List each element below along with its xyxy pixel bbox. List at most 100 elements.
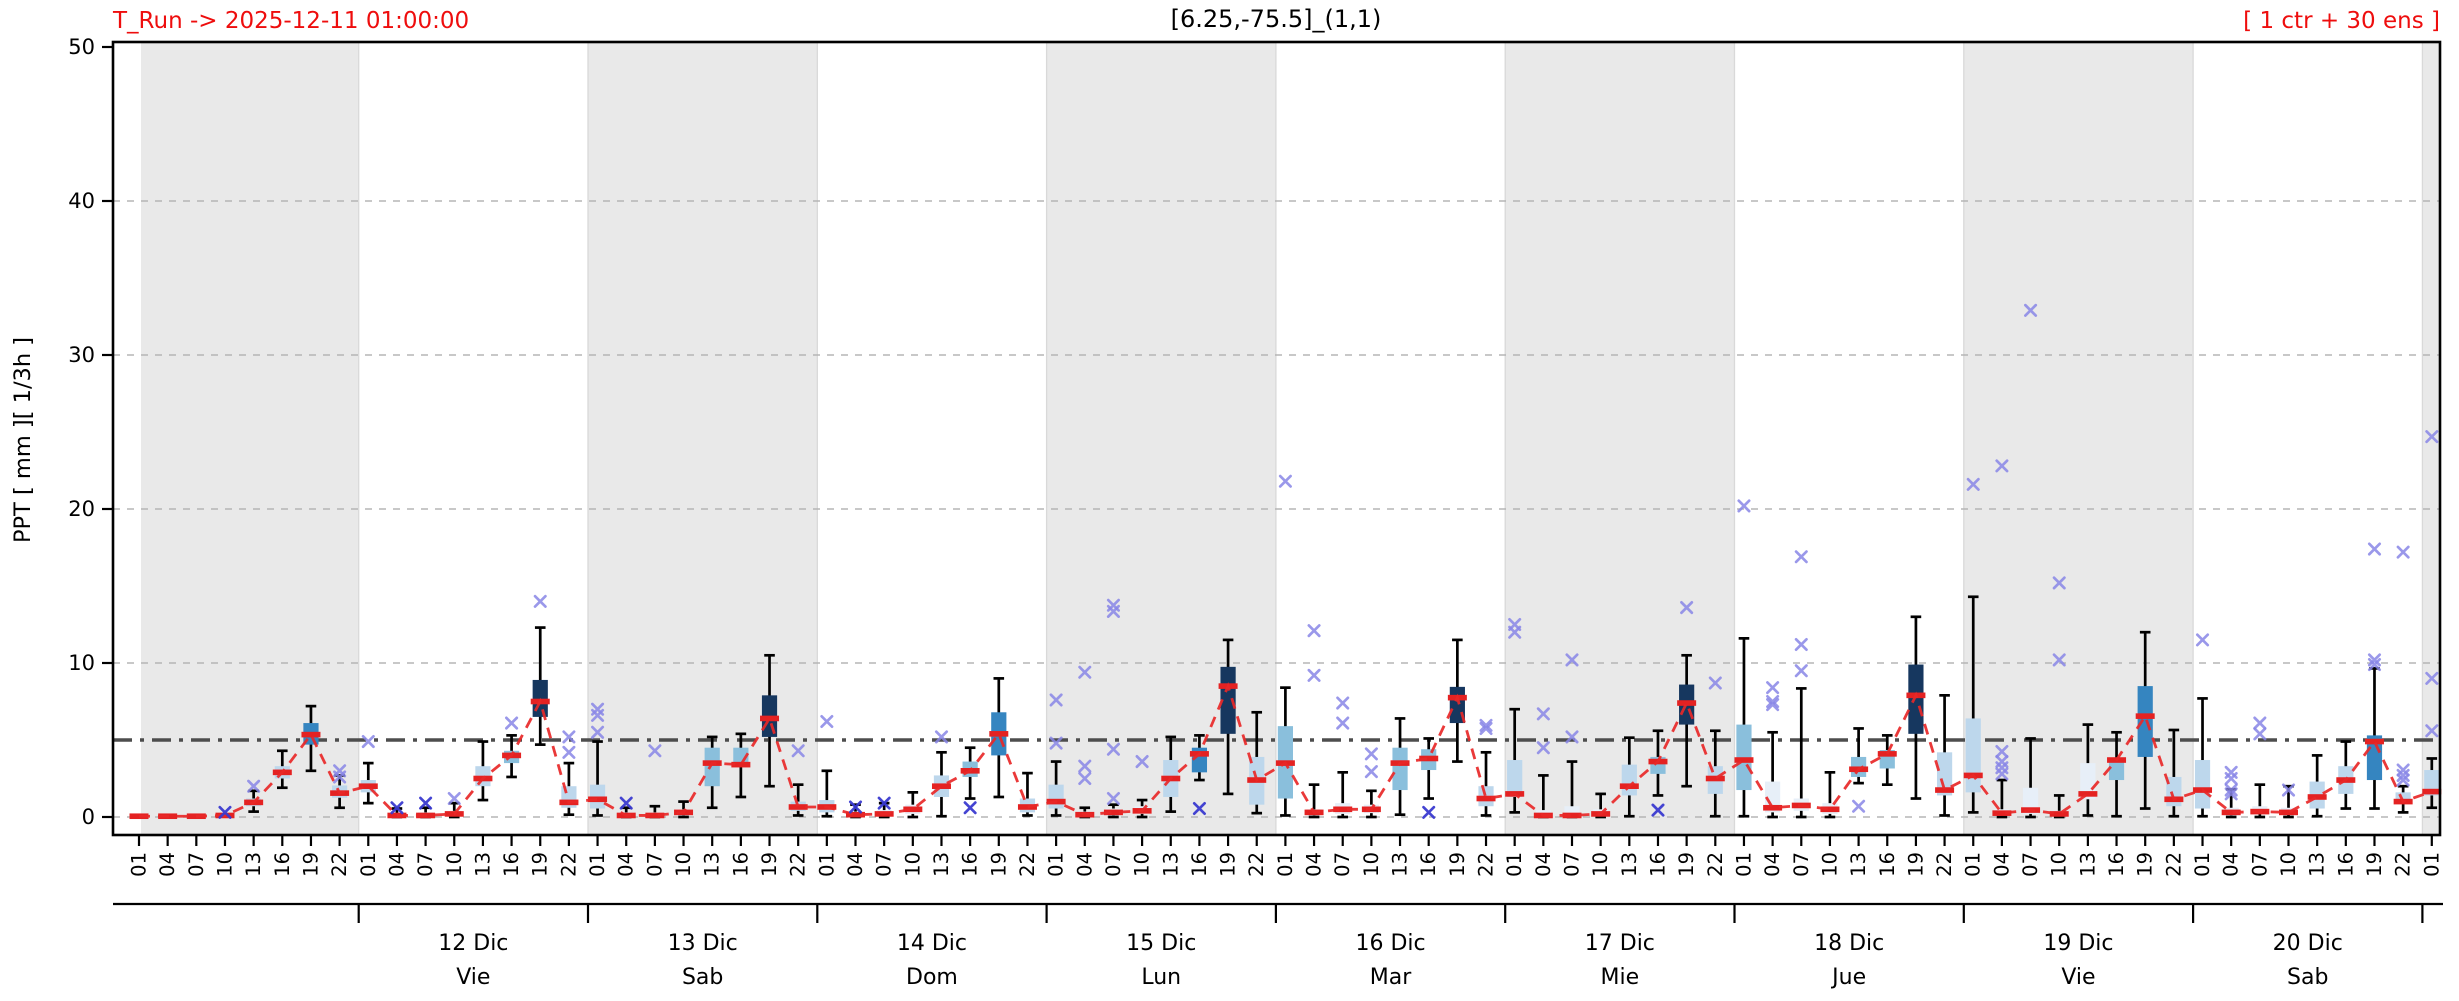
boxplot-slot [1906, 615, 1926, 800]
y-tick-label: 30 [68, 343, 95, 367]
median-dash [2135, 713, 2155, 719]
outlier-x-icon [1479, 721, 1493, 735]
boxplot-slot [989, 677, 1009, 799]
boxplot-slot [1935, 693, 1955, 817]
median-dash [1734, 757, 1754, 763]
hour-tick-label: 22 [328, 852, 351, 877]
outlier-x-icon [1307, 624, 1321, 638]
day-weekday-label: Jue [1830, 965, 1866, 990]
outlier-x-icon [2367, 657, 2382, 672]
hour-tick-label: 01 [1962, 852, 1985, 877]
outlier-x-icon [562, 730, 576, 744]
median-dash [1017, 804, 1037, 810]
outlier-x-icon [505, 716, 519, 730]
outlier-x-icon [1078, 665, 1092, 679]
hour-tick-label: 01 [1503, 852, 1526, 877]
box [2108, 758, 2125, 781]
boxplot-slot [931, 750, 951, 818]
boxplot-slot [1419, 737, 1439, 800]
hour-tick-label: 10 [2277, 852, 2300, 877]
median-dash [1763, 804, 1783, 811]
hour-tick-label: 07 [185, 852, 208, 877]
day-date-label: 13 Dic [668, 931, 738, 956]
run-timestamp-title: T_Run -> 2025-12-11 01:00:00 [112, 8, 469, 34]
hour-tick-label: 04 [1303, 852, 1326, 877]
median-dash [1476, 795, 1496, 802]
hour-tick-label: 16 [1876, 852, 1899, 877]
hour-tick-label: 16 [2105, 852, 2128, 877]
hour-tick-label: 10 [2048, 852, 2071, 877]
hour-tick-label: 22 [1933, 852, 1956, 877]
location-title: [6.25,-75.5]_(1,1) [1171, 5, 1382, 33]
outlier-x-icon [2224, 783, 2238, 797]
boxplot-slot [559, 761, 579, 817]
day-weekday-label: Dom [906, 965, 958, 990]
hour-tick-label: 07 [1561, 852, 1584, 877]
boxplot-slot [1390, 717, 1410, 817]
hour-tick-label: 16 [2334, 852, 2357, 877]
hour-tick-label: 10 [443, 852, 466, 877]
outlier-x-icon [2396, 773, 2410, 787]
hour-tick-label: 13 [2076, 852, 2099, 877]
outlier-x-icon [1049, 736, 1063, 750]
y-axis-label: PPT [ mm ][ 1/3h ] [10, 337, 36, 543]
outlier-x-icon [1708, 676, 1722, 690]
hour-tick-label: 19 [2363, 852, 2386, 877]
outlier-x-icon [1422, 805, 1436, 819]
boxplot-slot [2364, 667, 2384, 810]
outlier-x-icon [1794, 637, 1808, 652]
hour-tick-label: 16 [1646, 852, 1669, 877]
outlier-x-icon [1049, 693, 1063, 707]
boxplot-slot [1734, 637, 1754, 818]
y-tick-label: 10 [68, 651, 95, 675]
hour-tick-label: 16 [1188, 852, 1211, 877]
box [1048, 784, 1064, 809]
hour-tick-label: 22 [787, 852, 810, 877]
boxplot-slot [1333, 770, 1353, 819]
boxplot-slot [387, 807, 407, 819]
outlier-x-icon [533, 594, 547, 608]
boxplot-slot [2078, 723, 2098, 817]
boxplot-slot [2336, 740, 2356, 810]
boxplot-slot [1791, 687, 1811, 819]
outlier-x-icon [2396, 763, 2410, 777]
hour-tick-label: 13 [471, 852, 494, 877]
box [1621, 764, 1637, 796]
outlier-x-icon [1479, 718, 1493, 732]
hour-tick-label: 10 [672, 852, 695, 877]
box [1965, 718, 1981, 793]
hour-tick-label: 01 [1045, 852, 1068, 877]
hour-tick-label: 07 [414, 852, 437, 877]
hour-tick-label: 16 [729, 852, 752, 877]
day-date-label: 19 Dic [2043, 931, 2113, 956]
outlier-x-icon [419, 796, 433, 810]
outlier-x-icon [963, 801, 977, 815]
day-weekday-label: Sab [2287, 965, 2328, 990]
hour-tick-label: 04 [615, 852, 638, 877]
ensemble-count-title: [ 1 ctr + 30 ens ] [2243, 8, 2440, 34]
outlier-x-icon [1766, 694, 1780, 709]
outlier-x-icon [1852, 799, 1866, 813]
boxplot-slot [903, 791, 923, 819]
y-tick-label: 50 [68, 35, 95, 59]
hour-tick-label: 04 [2220, 852, 2243, 877]
hour-tick-label: 13 [930, 852, 953, 877]
hour-tick-label: 16 [959, 852, 982, 877]
outlier-x-icon [2052, 653, 2066, 667]
hour-tick-label: 19 [987, 852, 1010, 877]
hour-tick-label: 07 [643, 852, 666, 877]
outlier-x-icon [1536, 741, 1550, 755]
hour-tick-label: 13 [1847, 852, 1870, 877]
outlier-x-icon [218, 805, 232, 819]
hour-tick-label: 10 [1818, 852, 1841, 877]
hour-tick-label: 16 [500, 852, 523, 877]
outlier-x-icon [591, 725, 605, 739]
boxplot-slot [1476, 750, 1496, 817]
hour-tick-label: 01 [128, 852, 151, 877]
hour-tick-label: 19 [1675, 852, 1698, 877]
outlier-x-icon [791, 744, 805, 758]
hour-tick-label: 10 [213, 852, 236, 877]
hour-tick-label: 01 [2420, 852, 2443, 877]
outlier-x-icon [1364, 765, 1378, 779]
hour-tick-label: 01 [357, 852, 380, 877]
